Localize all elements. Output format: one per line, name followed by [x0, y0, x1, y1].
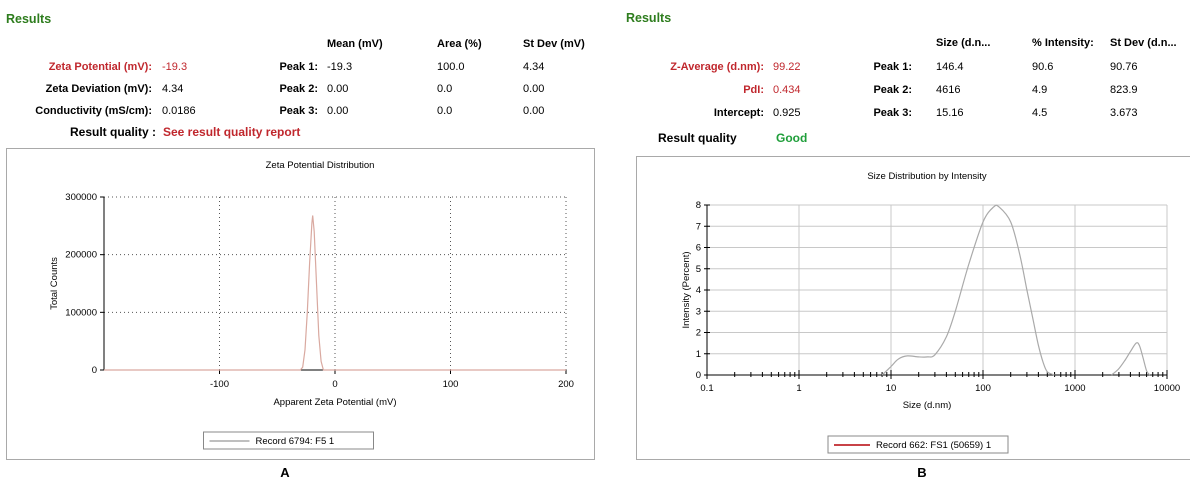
y-axis-label: Total Counts	[49, 257, 60, 310]
chart-title: Size Distribution by Intensity	[867, 171, 987, 182]
peak-2-area: 0.0	[437, 83, 453, 95]
peak-1-intensity: 90.6	[1032, 61, 1054, 73]
result-quality-label: Result quality :	[69, 125, 156, 139]
zeta-potential-value: -19.3	[162, 61, 188, 73]
x-axis-label: Size (d.nm)	[903, 400, 952, 411]
peak-3-area: 0.0	[437, 105, 453, 117]
intercept-value: 0.925	[773, 107, 801, 119]
legend-box	[827, 435, 1009, 454]
size-series-line	[1111, 342, 1151, 376]
panel-a: Results Mean (mV) Area (%) St Dev (mV) Z…	[6, 12, 595, 480]
y-tick-label: 200000	[65, 250, 97, 261]
pdi-label: PdI:	[743, 84, 764, 96]
z-average-value: 99.22	[773, 61, 801, 73]
y-tick-label: 7	[696, 221, 701, 232]
y-tick-label: 3	[696, 306, 701, 317]
y-tick-label: 5	[696, 264, 701, 275]
x-axis-label: Apparent Zeta Potential (mV)	[273, 397, 396, 408]
legend-label: Record 662: FS1 (50659) 1	[876, 440, 991, 451]
size-chart-frame: Size Distribution by Intensity 0 1 2 3 4 5 6 7 8 0…	[636, 156, 1190, 460]
header-intensity: % Intensity:	[1032, 37, 1094, 49]
x-tick-label: 0	[332, 379, 337, 390]
peak-1-label: Peak 1:	[873, 61, 912, 73]
zeta-chart-frame: Zeta Potential Distribution 0 100000 200000…	[6, 148, 595, 460]
peak-2-stdev: 0.00	[523, 83, 545, 95]
header-size: Size (d.n...	[936, 37, 991, 49]
result-quality-link[interactable]: See result quality report	[163, 125, 301, 139]
header-stdev: St Dev (d.n...	[1110, 37, 1177, 49]
zeta-potential-label: Zeta Potential (mV):	[48, 61, 152, 73]
x-tick-label: 100	[443, 379, 459, 390]
y-tick-label: 6	[696, 243, 701, 254]
peak-2-label: Peak 2:	[279, 83, 318, 95]
peak-1-mean: -19.3	[327, 61, 353, 73]
zeta-deviation-label: Zeta Deviation (mV):	[45, 83, 152, 95]
peak-1-stdev: 4.34	[523, 61, 545, 73]
peak-1-area: 100.0	[437, 61, 465, 73]
results-title: Results	[6, 12, 52, 26]
pdi-value: 0.434	[773, 84, 801, 96]
peak-1-stdev: 90.76	[1110, 61, 1138, 73]
intercept-label: Intercept:	[713, 107, 764, 119]
peak-2-mean: 0.00	[327, 83, 349, 95]
size-distribution-chart: Size Distribution by Intensity 0 1 2 3 4 5 6 7 8 0…	[681, 171, 1180, 454]
x-tick-label: 1000	[1064, 383, 1085, 394]
x-tick-label: 0.1	[700, 383, 713, 394]
header-stdev: St Dev (mV)	[523, 38, 585, 50]
legend-label: Record 6794: F5 1	[256, 436, 335, 447]
panel-letter-b: B	[917, 465, 927, 480]
peak-3-intensity: 4.5	[1032, 107, 1048, 119]
peak-1-size: 146.4	[936, 61, 964, 73]
peak-1-label: Peak 1:	[279, 61, 318, 73]
y-tick-label: 0	[696, 370, 701, 381]
size-series-line	[881, 204, 1055, 376]
x-tick-label: 200	[558, 379, 574, 390]
peak-2-stdev: 823.9	[1110, 84, 1138, 96]
y-tick-label: 8	[696, 200, 701, 211]
x-tick-label: -100	[210, 379, 229, 390]
peak-2-size: 4616	[936, 84, 961, 96]
x-tick-label: 1	[796, 383, 801, 394]
y-axis-label: Intensity (Percent)	[681, 251, 692, 328]
legend-box	[203, 431, 374, 450]
y-tick-label: 1	[696, 349, 701, 360]
panel-b: Results Size (d.n... % Intensity: St Dev…	[620, 0, 1190, 480]
y-tick-label: 0	[92, 365, 97, 376]
y-tick-label: 4	[696, 285, 701, 296]
x-tick-label: 10	[886, 383, 897, 394]
results-title: Results	[626, 11, 672, 25]
header-mean: Mean (mV)	[327, 38, 383, 50]
y-tick-label: 2	[696, 328, 701, 339]
peak-3-label: Peak 3:	[279, 105, 318, 117]
zeta-potential-chart: Zeta Potential Distribution 0 100000 200000…	[49, 160, 574, 450]
chart-title: Zeta Potential Distribution	[266, 160, 375, 171]
peak-2-label: Peak 2:	[873, 84, 912, 96]
z-average-label: Z-Average (d.nm):	[670, 61, 764, 73]
result-quality-label: Result quality	[658, 131, 737, 145]
conductivity-label: Conductivity (mS/cm):	[35, 105, 152, 117]
zeta-series-line	[104, 215, 566, 371]
header-area: Area (%)	[437, 38, 482, 50]
peak-3-mean: 0.00	[327, 105, 349, 117]
peak-3-label: Peak 3:	[873, 107, 912, 119]
zeta-deviation-value: 4.34	[162, 83, 184, 95]
x-tick-label: 100	[975, 383, 991, 394]
peak-3-stdev: 3.673	[1110, 107, 1138, 119]
y-tick-label: 300000	[65, 192, 97, 203]
conductivity-value: 0.0186	[162, 105, 196, 117]
panel-letter-a: A	[280, 465, 290, 480]
peak-3-stdev: 0.00	[523, 105, 545, 117]
x-tick-label: 10000	[1154, 383, 1180, 394]
peak-2-intensity: 4.9	[1032, 84, 1048, 96]
y-tick-label: 100000	[65, 307, 97, 318]
peak-3-size: 15.16	[936, 107, 964, 119]
result-quality-value: Good	[776, 131, 808, 145]
